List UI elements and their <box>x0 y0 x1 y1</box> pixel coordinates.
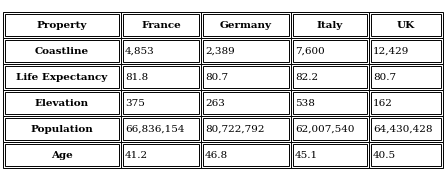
Text: 40.5: 40.5 <box>373 150 396 159</box>
Bar <box>123 66 199 88</box>
Bar <box>369 116 443 142</box>
Bar <box>5 66 119 88</box>
Bar <box>369 90 443 116</box>
Bar <box>291 12 369 38</box>
Bar <box>201 116 291 142</box>
Bar <box>121 38 201 64</box>
Bar <box>293 92 367 114</box>
Bar <box>5 92 119 114</box>
Text: Italy: Italy <box>317 21 343 30</box>
Bar <box>291 142 369 168</box>
Bar <box>291 64 369 90</box>
Text: Germany: Germany <box>220 21 272 30</box>
Bar <box>201 38 291 64</box>
Text: 64,430,428: 64,430,428 <box>373 125 433 134</box>
Bar <box>369 12 443 38</box>
Text: 263: 263 <box>205 98 225 107</box>
Bar <box>371 66 441 88</box>
Bar <box>5 144 119 166</box>
Text: 162: 162 <box>373 98 393 107</box>
Bar <box>371 144 441 166</box>
Bar <box>121 12 201 38</box>
Text: 375: 375 <box>125 98 145 107</box>
Bar <box>291 90 369 116</box>
Bar <box>123 118 199 140</box>
Bar <box>293 14 367 36</box>
Text: UK: UK <box>397 21 415 30</box>
Bar <box>3 142 121 168</box>
Bar <box>203 14 289 36</box>
Text: 7,600: 7,600 <box>295 46 325 55</box>
Bar <box>369 142 443 168</box>
Bar <box>291 38 369 64</box>
Text: Age: Age <box>51 150 73 159</box>
Bar <box>371 118 441 140</box>
Text: 80.7: 80.7 <box>373 73 396 82</box>
Bar <box>291 116 369 142</box>
Bar <box>121 116 201 142</box>
Bar <box>369 64 443 90</box>
Bar <box>293 40 367 62</box>
Bar <box>201 64 291 90</box>
Bar <box>3 12 121 38</box>
Bar <box>3 38 121 64</box>
Text: Property: Property <box>37 21 87 30</box>
Text: 66,836,154: 66,836,154 <box>125 125 185 134</box>
Bar <box>371 92 441 114</box>
Bar <box>293 144 367 166</box>
Bar <box>371 40 441 62</box>
Bar <box>293 118 367 140</box>
Bar <box>203 66 289 88</box>
Text: Coastline: Coastline <box>35 46 89 55</box>
Bar <box>371 14 441 36</box>
Bar <box>5 40 119 62</box>
Bar <box>123 40 199 62</box>
Text: Elevation: Elevation <box>35 98 89 107</box>
Bar <box>201 12 291 38</box>
Text: Population: Population <box>31 125 93 134</box>
Bar <box>293 66 367 88</box>
Bar <box>121 64 201 90</box>
Bar <box>3 116 121 142</box>
Text: 41.2: 41.2 <box>125 150 148 159</box>
Bar <box>203 92 289 114</box>
Text: 2,389: 2,389 <box>205 46 235 55</box>
Text: 12,429: 12,429 <box>373 46 409 55</box>
Bar <box>5 14 119 36</box>
Bar <box>203 118 289 140</box>
Bar <box>369 38 443 64</box>
Text: 46.8: 46.8 <box>205 150 228 159</box>
Bar <box>121 142 201 168</box>
Bar <box>5 118 119 140</box>
Bar <box>203 40 289 62</box>
Text: 80.7: 80.7 <box>205 73 228 82</box>
Text: 82.2: 82.2 <box>295 73 318 82</box>
Bar <box>203 144 289 166</box>
Bar <box>123 144 199 166</box>
Text: 81.8: 81.8 <box>125 73 148 82</box>
Bar <box>123 92 199 114</box>
Text: 4,853: 4,853 <box>125 46 155 55</box>
Bar <box>201 142 291 168</box>
Bar <box>3 64 121 90</box>
Text: 538: 538 <box>295 98 315 107</box>
Text: 80,722,792: 80,722,792 <box>205 125 264 134</box>
Bar <box>123 14 199 36</box>
Bar <box>201 90 291 116</box>
Text: 62,007,540: 62,007,540 <box>295 125 355 134</box>
Text: France: France <box>141 21 181 30</box>
Bar <box>3 90 121 116</box>
Text: Life Expectancy: Life Expectancy <box>17 73 107 82</box>
Text: 45.1: 45.1 <box>295 150 318 159</box>
Bar <box>121 90 201 116</box>
